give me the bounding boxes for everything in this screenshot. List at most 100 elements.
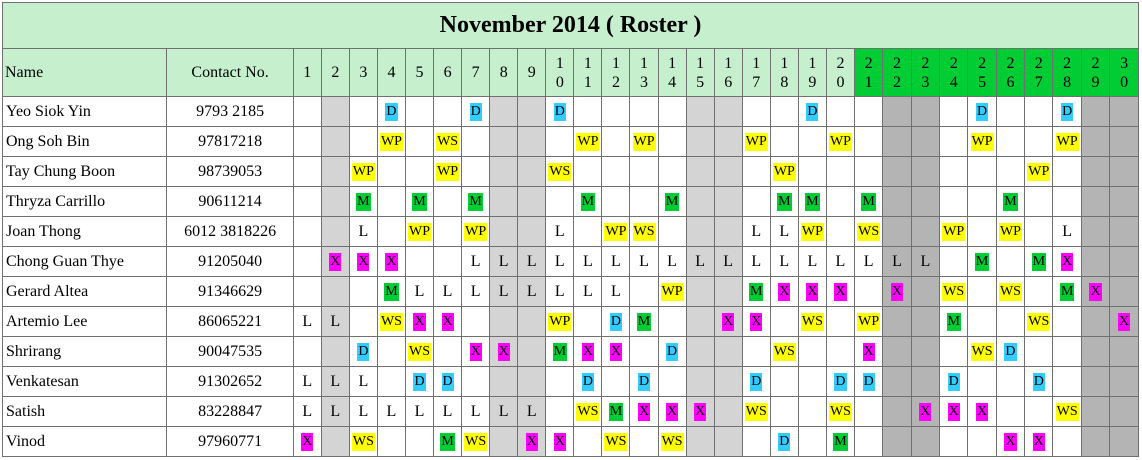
shift-cell [601,96,631,127]
shift-code: WP [828,132,852,151]
shift-cell [1024,396,1054,427]
shift-code: WP [800,222,824,241]
staff-name: Vinod [1,426,168,457]
shift-cell [910,366,941,397]
shift-cell: D [825,366,855,397]
shift-code: WP [351,162,375,181]
shift-code: X [413,312,426,331]
shift-cell: L [348,366,378,397]
shift-cell [517,216,547,247]
table-row: Tay Chung Boon 98739053 WP WP WS WP WP [1,156,1139,187]
contact-column-header: Contact No. [166,48,294,97]
shift-code: D [778,432,791,451]
shift-cell [376,216,406,247]
shift-cell: L [797,246,827,277]
shift-cell: D [433,366,463,397]
shift-cell [461,156,491,187]
shift-cell: L [489,276,519,307]
shift-cell: D [797,96,827,127]
shift-cell: L [882,246,912,277]
shift-cell [1052,336,1082,367]
shift-cell [882,336,912,367]
shift-cell [939,246,969,277]
shift-cell [1109,426,1139,457]
shift-code: WP [379,132,403,151]
shift-cell [741,426,771,457]
shift-cell [376,366,406,397]
shift-cell: X [939,396,969,427]
shift-cell [685,336,715,367]
shift-cell [601,126,631,157]
shift-code: X [1089,282,1102,301]
shift-cell [939,186,969,217]
shift-cell: M [853,186,884,217]
shift-cell: L [292,396,322,427]
shift-cell: X [995,426,1026,457]
shift-cell [1109,186,1139,217]
shift-cell: M [545,336,575,367]
shift-code: M [468,192,483,211]
shift-cell: M [825,426,855,457]
shift-code: L [470,252,481,270]
shift-cell: WS [545,156,575,187]
staff-name: Thryza Carrillo [1,186,168,217]
shift-cell [573,216,603,247]
shift-code: X [862,342,875,361]
shift-code: L [442,402,453,420]
shift-cell: X [433,306,463,337]
shift-cell [741,156,771,187]
shift-cell [489,426,519,457]
shift-code: L [835,252,846,270]
shift-cell: X [1052,246,1082,277]
shift-cell [1052,306,1082,337]
shift-cell: L [517,246,547,277]
shift-cell [1024,186,1054,217]
shift-cell [853,396,884,427]
shift-cell [797,396,827,427]
table-row: Shrirang 90047535 D WS X X M X X D WS X WS D [1,336,1139,367]
shift-cell: M [601,396,631,427]
shift-cell: L [292,306,322,337]
shift-cell [433,186,463,217]
shift-cell [629,426,659,457]
shift-cell [292,276,322,307]
shift-cell: WP [601,216,631,247]
shift-code: X [497,342,510,361]
shift-code: WP [998,222,1022,241]
shift-cell: X [629,396,659,427]
shift-cell [685,126,715,157]
shift-code: D [947,372,960,391]
shift-cell [517,156,547,187]
shift-code: L [470,282,481,300]
shift-cell [489,366,519,397]
shift-cell [545,186,575,217]
shift-cell [797,336,827,367]
shift-cell [517,306,547,337]
shift-code: L [358,372,369,390]
shift-cell [657,96,687,127]
shift-cell [320,426,350,457]
shift-cell: D [853,366,884,397]
contact-number: 97960771 [166,426,294,457]
shift-cell [685,276,715,307]
shift-cell [769,366,799,397]
shift-code: D [1061,102,1074,121]
shift-cell [657,366,687,397]
table-row: Chong Guan Thye 91205040 X X X L L L L L L L L L L L L L L… [1,246,1139,277]
shift-code: X [722,312,735,331]
shift-cell: X [1109,306,1139,337]
shift-code: X [750,312,763,331]
shift-cell [685,306,715,337]
shift-cell [741,186,771,217]
shift-cell: WP [433,156,463,187]
shift-code: L [302,312,313,330]
shift-cell [797,156,827,187]
shift-cell [629,156,659,187]
shift-cell: WS [629,216,659,247]
shift-cell [853,426,884,457]
